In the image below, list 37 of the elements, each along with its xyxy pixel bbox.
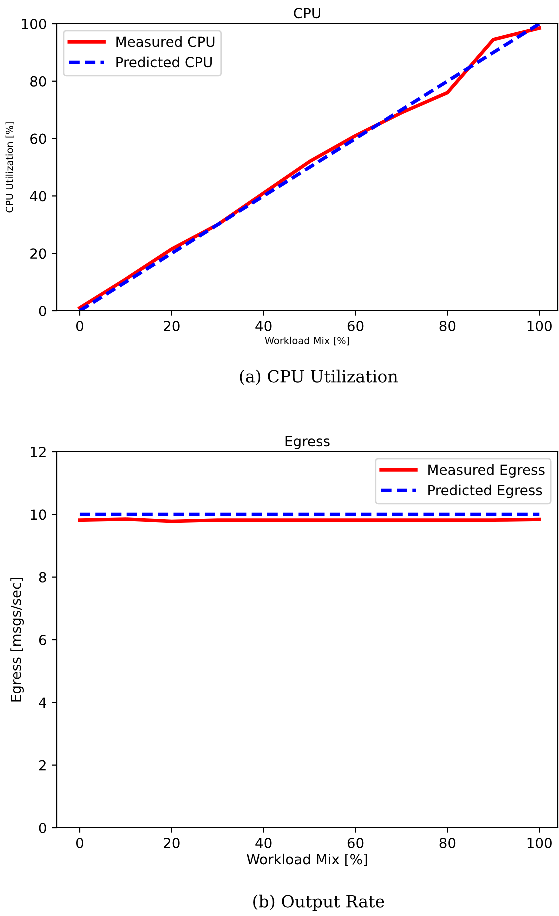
legend-label: Measured Egress	[428, 464, 545, 478]
y-tick-label: 60	[30, 134, 46, 144]
y-tick-label: 2	[39, 760, 46, 771]
x-tick-label: 0	[76, 320, 84, 332]
x-tick-label: 0	[76, 838, 84, 848]
y-tick-label: 4	[39, 698, 46, 708]
x-tick-label: 20	[164, 838, 180, 848]
x-tick-label: 100	[528, 838, 552, 848]
chart-title: CPU	[294, 8, 320, 19]
x-tick-label: 20	[164, 320, 180, 332]
x-tick-label: 40	[256, 320, 272, 332]
y-tick-label: 20	[30, 248, 46, 260]
y-tick-label: 40	[30, 191, 46, 202]
y-tick-label: 10	[31, 510, 46, 520]
chart-title: Egress	[286, 436, 330, 450]
x-tick-label: 60	[348, 838, 364, 848]
x-tick-label: 80	[440, 838, 456, 848]
x-axis-title: Workload Mix [%]	[247, 854, 368, 866]
x-tick-label: 100	[528, 320, 552, 332]
text: (b) Output Rate	[254, 894, 384, 912]
legend-label: Predicted CPU	[116, 56, 212, 68]
legend-label: Measured CPU	[116, 36, 215, 48]
x-tick-label: 80	[440, 320, 456, 332]
x-tick-label: 40	[256, 838, 272, 848]
y-axis-title: CPU Utilization [%]	[6, 122, 14, 213]
x-axis-title: Workload Mix [%]	[265, 336, 350, 346]
x-tick-label: 60	[348, 320, 364, 332]
text: (a) CPU Utilization	[240, 370, 398, 386]
y-tick-label: 8	[39, 572, 46, 583]
y-tick-label: 6	[39, 634, 46, 646]
y-axis-title: Egress [msgs/sec]	[10, 578, 24, 702]
y-tick-label: 100	[22, 18, 46, 30]
y-tick-label: 80	[30, 76, 46, 87]
y-tick-label: 0	[39, 822, 46, 834]
y-tick-label: 12	[31, 446, 46, 458]
legend-label: Predicted Egress	[428, 484, 542, 498]
y-tick-label: 0	[39, 306, 46, 316]
